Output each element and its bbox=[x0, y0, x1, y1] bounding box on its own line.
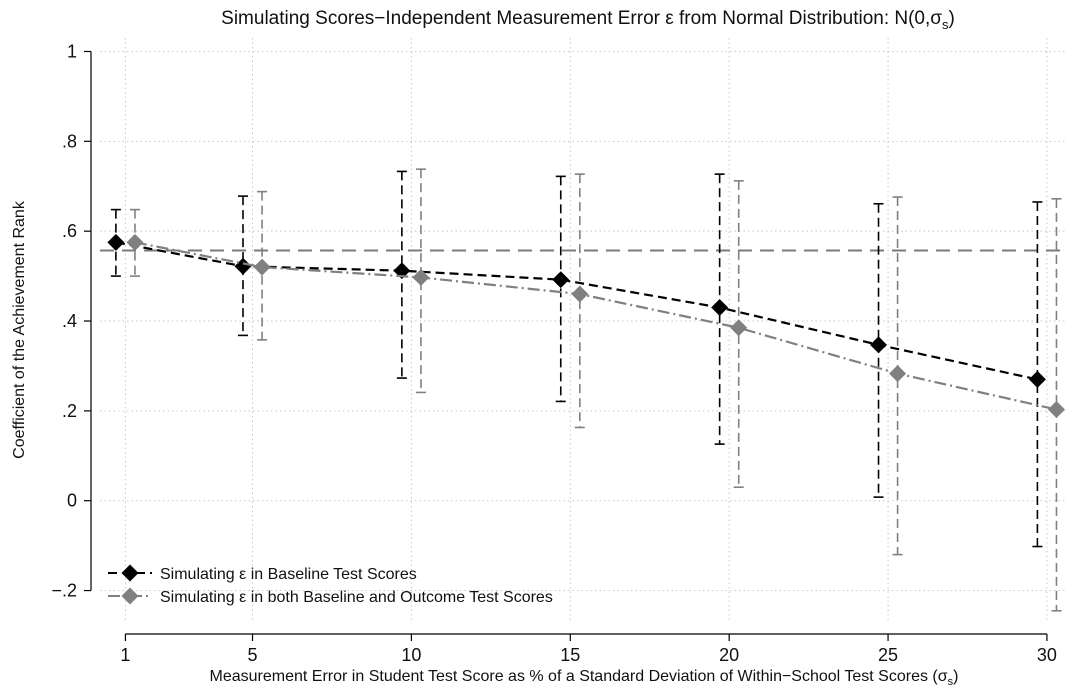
y-tick-label: .8 bbox=[62, 131, 77, 151]
x-tick-label: 25 bbox=[878, 645, 898, 665]
x-tick-label: 20 bbox=[719, 645, 739, 665]
axes: −.20.2.4.6.811 5 10 15 20 25 30 bbox=[51, 41, 1056, 665]
data-point bbox=[412, 268, 430, 286]
y-axis-label: Coefficient of the Achievement Rank bbox=[11, 200, 28, 459]
data-point bbox=[107, 233, 125, 251]
legend-item-both: Simulating ε in both Baseline and Outcom… bbox=[108, 587, 553, 606]
x-tick-label: 5 bbox=[248, 645, 258, 665]
data-point bbox=[571, 285, 589, 303]
data-point bbox=[711, 299, 729, 317]
data-point bbox=[889, 365, 907, 383]
legend-marker-both bbox=[121, 587, 139, 605]
x-tick-label: 10 bbox=[401, 645, 421, 665]
x-tick-label: 1 bbox=[120, 645, 130, 665]
x-axis-label: Measurement Error in Student Test Score … bbox=[210, 668, 959, 688]
data-point bbox=[126, 233, 144, 251]
series-baseline bbox=[107, 170, 1046, 548]
legend-item-baseline: Simulating ε in Baseline Test Scores bbox=[108, 564, 417, 583]
chart-title: Simulating Scores−Independent Measuremen… bbox=[221, 8, 955, 32]
x-tick-label: 30 bbox=[1037, 645, 1057, 665]
data-point bbox=[552, 271, 570, 289]
y-tick-label: 0 bbox=[67, 491, 77, 511]
legend-label-baseline: Simulating ε in Baseline Test Scores bbox=[160, 566, 417, 583]
legend-marker-baseline bbox=[121, 564, 139, 582]
y-tick-label: .6 bbox=[62, 221, 77, 241]
data-point bbox=[730, 319, 748, 337]
grid bbox=[100, 38, 1066, 622]
y-tick-label: 1 bbox=[67, 41, 77, 61]
series-both bbox=[126, 168, 1065, 612]
legend-label-both: Simulating ε in both Baseline and Outcom… bbox=[160, 589, 553, 606]
data-point bbox=[253, 258, 271, 276]
y-tick-label: .2 bbox=[62, 401, 77, 421]
data-point bbox=[870, 336, 888, 354]
plot-area bbox=[107, 168, 1065, 612]
y-tick-label: .4 bbox=[62, 311, 77, 331]
legend: Simulating ε in Baseline Test Scores Sim… bbox=[108, 564, 553, 606]
x-tick-label: 15 bbox=[560, 645, 580, 665]
y-tick-label: −.2 bbox=[51, 581, 77, 601]
